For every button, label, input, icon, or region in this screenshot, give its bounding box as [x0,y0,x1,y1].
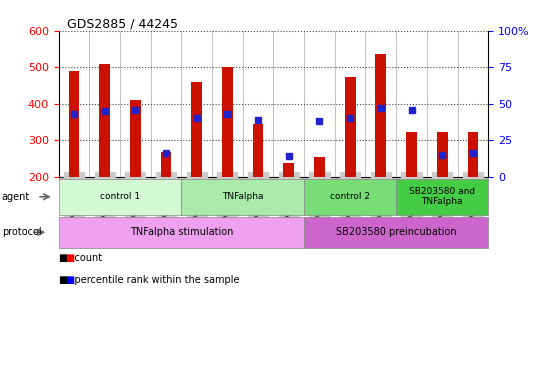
Bar [468,132,478,177]
Text: ■: ■ [65,253,75,263]
Bar [99,63,110,177]
Text: GDS2885 / 44245: GDS2885 / 44245 [67,17,178,30]
Text: agent: agent [2,192,30,202]
Text: ■  percentile rank within the sample: ■ percentile rank within the sample [59,275,239,285]
Text: TNFalpha: TNFalpha [222,192,263,201]
Bar [376,54,386,177]
Text: SB203580 and
TNFalpha: SB203580 and TNFalpha [409,187,475,207]
Text: ■: ■ [65,275,75,285]
Text: control 1: control 1 [100,192,140,201]
Bar [130,100,141,177]
Text: control 2: control 2 [330,192,370,201]
Bar [345,78,355,177]
Bar [314,157,325,177]
Bar [437,132,448,177]
Bar [283,163,294,177]
Text: ■  count: ■ count [59,253,102,263]
Bar [406,132,417,177]
Bar [222,67,233,177]
Bar [69,71,79,177]
Bar [161,152,171,177]
Text: SB203580 preincubation: SB203580 preincubation [336,227,456,237]
Bar [253,124,263,177]
Bar [191,82,202,177]
Text: TNFalpha stimulation: TNFalpha stimulation [129,227,233,237]
Text: protocol: protocol [2,227,41,237]
